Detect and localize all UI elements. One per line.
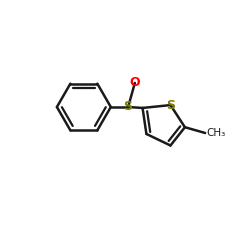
Text: S: S [124,100,132,114]
Text: CH₃: CH₃ [206,128,225,138]
Text: O: O [130,76,140,90]
Text: S: S [166,98,175,112]
